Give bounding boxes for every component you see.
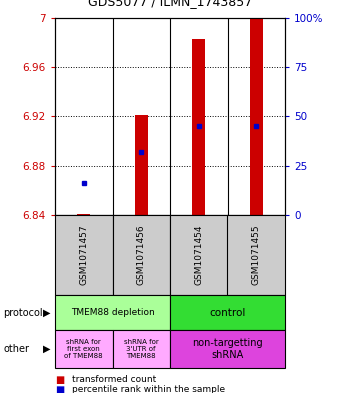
Bar bbox=[192, 39, 205, 215]
Text: percentile rank within the sample: percentile rank within the sample bbox=[72, 385, 225, 393]
Text: transformed count: transformed count bbox=[72, 375, 156, 384]
Bar bbox=[78, 214, 90, 215]
Bar bbox=[135, 115, 148, 215]
Text: ■: ■ bbox=[55, 384, 64, 393]
Text: ▶: ▶ bbox=[43, 307, 51, 318]
Text: control: control bbox=[209, 307, 246, 318]
Text: GSM1071455: GSM1071455 bbox=[252, 225, 261, 285]
Text: ■: ■ bbox=[55, 375, 64, 384]
Text: shRNA for
3'UTR of
TMEM88: shRNA for 3'UTR of TMEM88 bbox=[124, 339, 159, 359]
Text: TMEM88 depletion: TMEM88 depletion bbox=[71, 308, 154, 317]
Text: protocol: protocol bbox=[3, 307, 43, 318]
Text: GDS5077 / ILMN_1743857: GDS5077 / ILMN_1743857 bbox=[88, 0, 252, 8]
Text: shRNA for
first exon
of TMEM88: shRNA for first exon of TMEM88 bbox=[65, 339, 103, 359]
Text: GSM1071457: GSM1071457 bbox=[79, 225, 88, 285]
Text: non-targetting
shRNA: non-targetting shRNA bbox=[192, 338, 263, 360]
Bar bbox=[250, 18, 262, 215]
Text: GSM1071454: GSM1071454 bbox=[194, 225, 203, 285]
Text: ▶: ▶ bbox=[43, 344, 51, 354]
Text: other: other bbox=[3, 344, 29, 354]
Text: GSM1071456: GSM1071456 bbox=[137, 225, 146, 285]
